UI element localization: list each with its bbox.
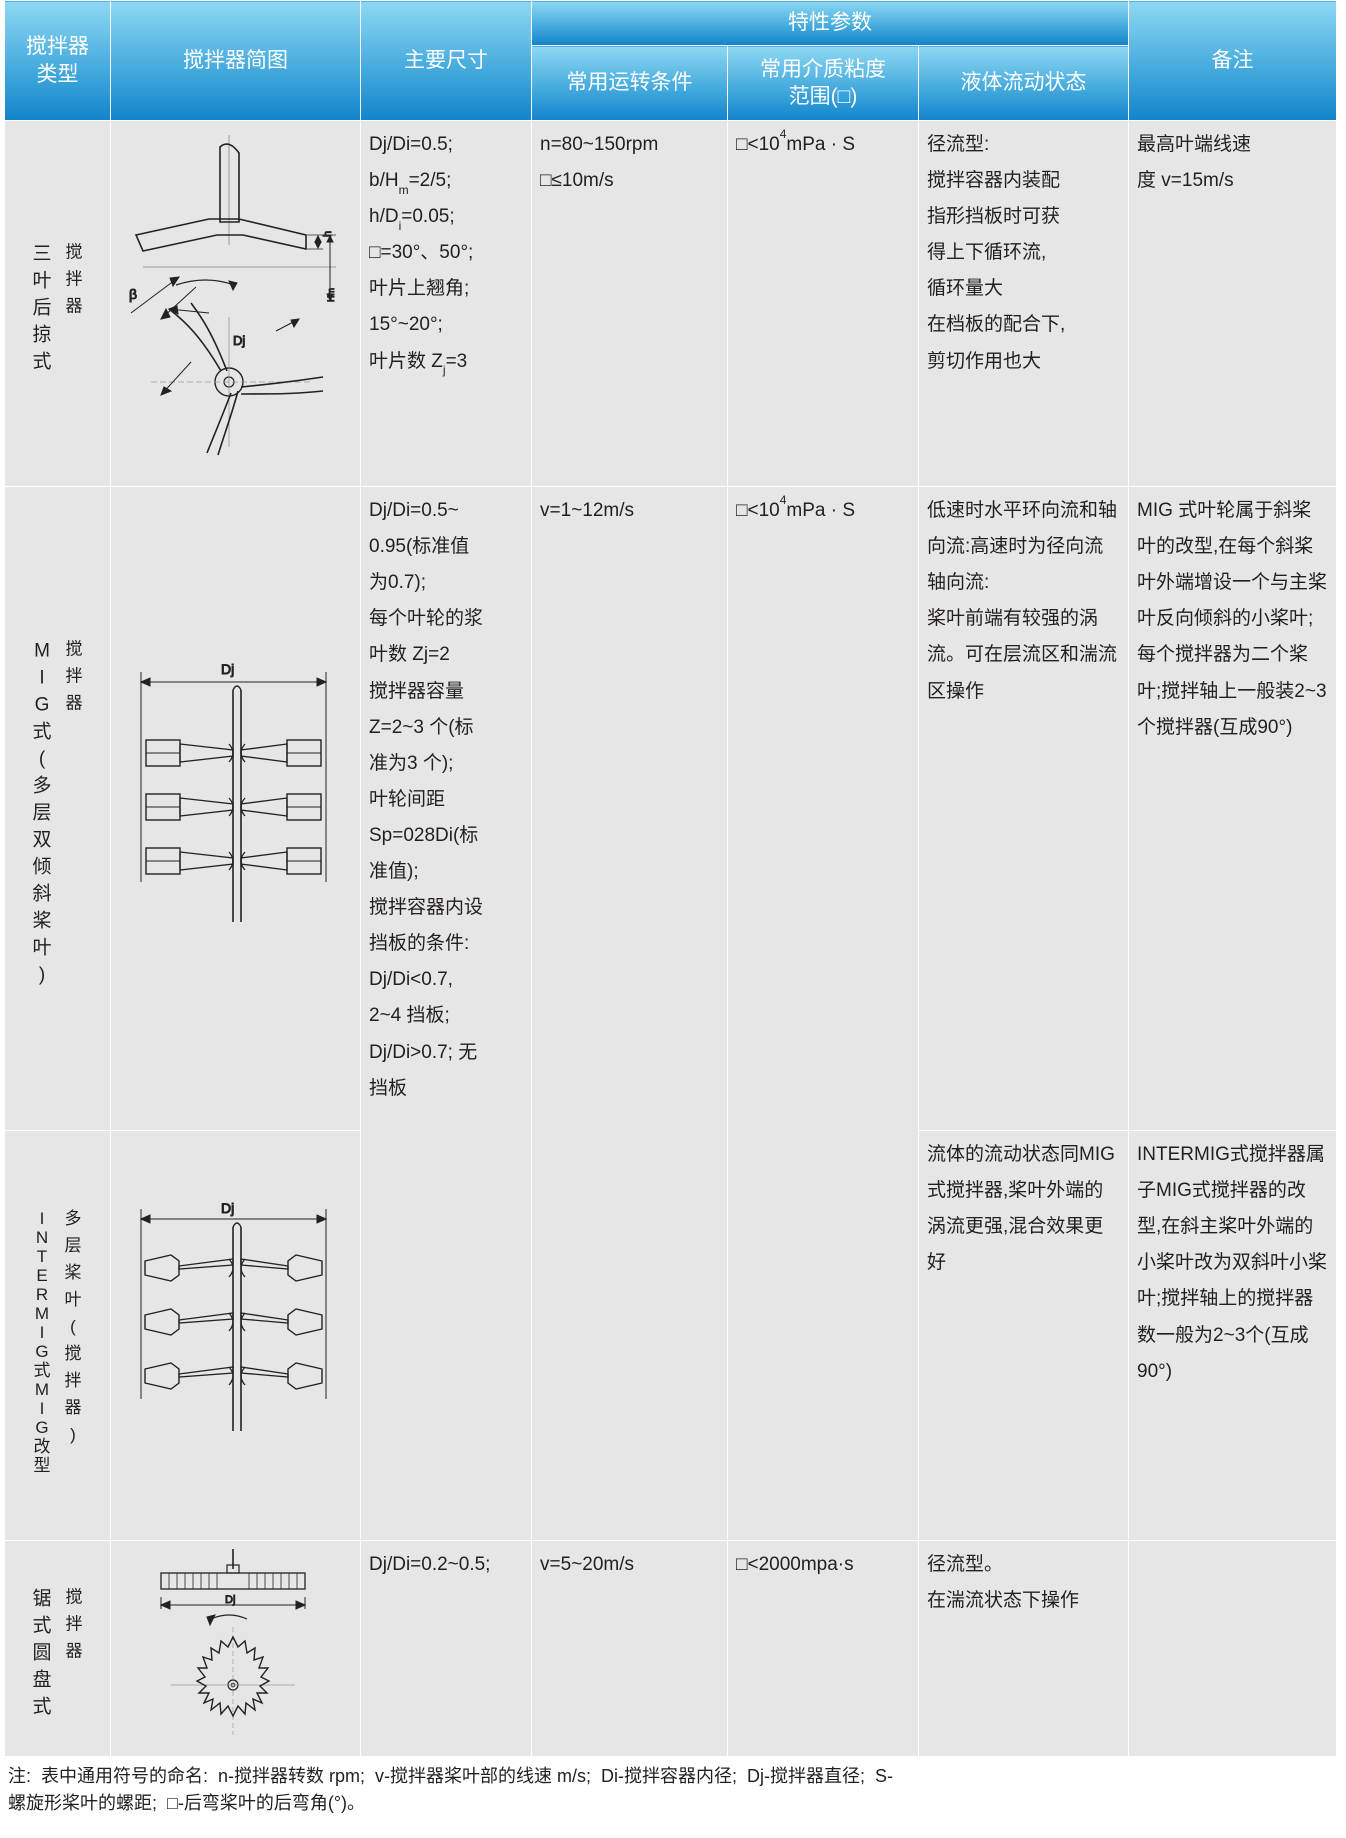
svg-text:Hm: Hm: [326, 288, 336, 302]
svg-text:Dj: Dj: [233, 333, 245, 348]
svg-text:Dj: Dj: [221, 1200, 234, 1216]
svg-text:β: β: [129, 286, 137, 302]
svg-text:Dj: Dj: [225, 1594, 235, 1606]
svg-text:Dj: Dj: [221, 661, 234, 677]
svg-text:h: h: [322, 231, 334, 237]
